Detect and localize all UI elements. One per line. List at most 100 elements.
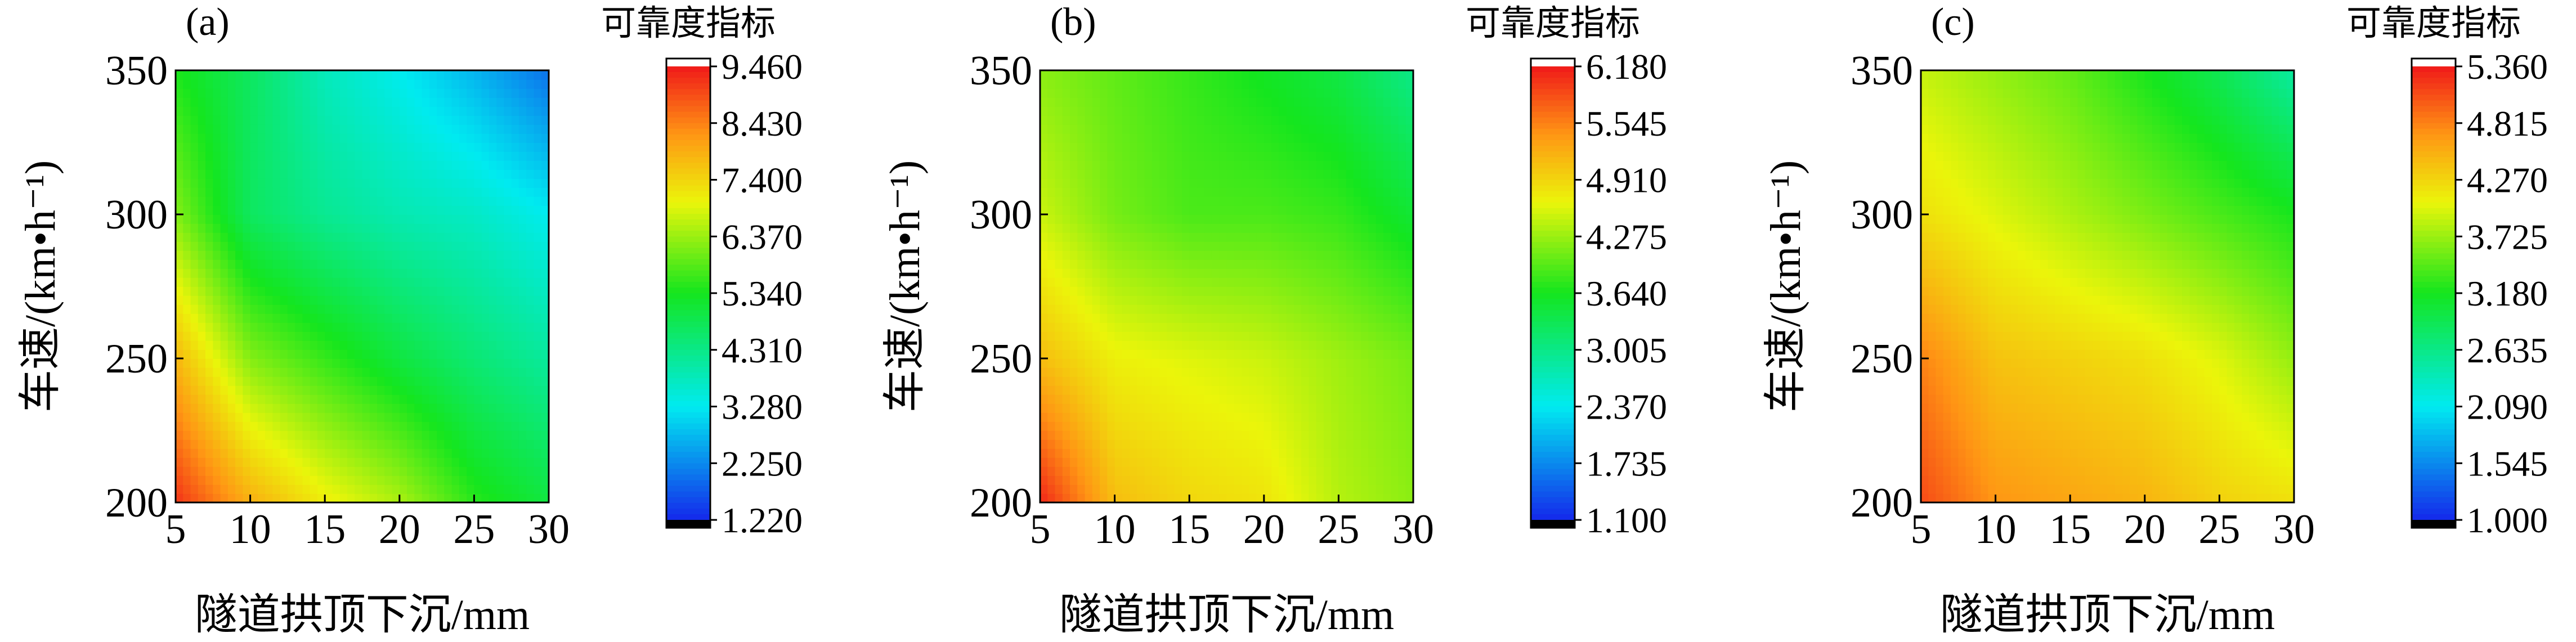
heatmap-cell xyxy=(1159,358,1168,368)
heatmap-cell xyxy=(1159,268,1168,278)
heatmap-cell xyxy=(1219,232,1227,242)
heatmap-cell xyxy=(339,97,348,107)
heatmap-cell xyxy=(198,403,206,413)
heatmap-cell xyxy=(1085,466,1093,476)
heatmap-cell xyxy=(1122,70,1130,80)
heatmap-cell xyxy=(1383,115,1392,125)
heatmap-cell xyxy=(1159,124,1168,134)
heatmap-cell xyxy=(1368,448,1377,458)
heatmap-cell xyxy=(511,259,519,269)
heatmap-cell xyxy=(1376,493,1384,503)
heatmap-cell xyxy=(377,133,386,143)
heatmap-cell xyxy=(1189,70,1198,80)
heatmap-cell xyxy=(1137,88,1145,98)
heatmap-cell xyxy=(1152,322,1160,332)
heatmap-cell xyxy=(1062,358,1070,368)
heatmap-cell xyxy=(422,160,430,170)
heatmap-cell xyxy=(1391,241,1399,251)
heatmap-cell xyxy=(392,187,400,197)
heatmap-cell xyxy=(1286,493,1294,503)
heatmap-cell xyxy=(1234,313,1242,323)
heatmap-cell xyxy=(257,259,266,269)
heatmap-cell xyxy=(302,97,311,107)
heatmap-cell xyxy=(339,268,348,278)
heatmap-cell xyxy=(1144,196,1153,206)
heatmap-cell xyxy=(183,70,191,80)
heatmap-cell xyxy=(1137,358,1145,368)
heatmap-cell xyxy=(1114,367,1123,377)
heatmap-cell xyxy=(1242,322,1250,332)
heatmap-cell xyxy=(1391,385,1399,395)
heatmap-cell xyxy=(1189,475,1198,485)
heatmap-cell xyxy=(205,367,214,377)
heatmap-cell xyxy=(265,169,274,179)
heatmap-cell xyxy=(287,358,295,368)
heatmap-cell xyxy=(392,286,400,296)
heatmap-cell xyxy=(1047,151,1056,161)
heatmap-cell xyxy=(474,313,482,323)
heatmap-cell xyxy=(1271,484,1280,494)
heatmap-cell xyxy=(1271,205,1280,215)
heatmap-cell xyxy=(1211,277,1220,287)
y-tick-label: 350 xyxy=(105,48,168,94)
heatmap-cell xyxy=(1137,448,1145,458)
heatmap-cell xyxy=(176,421,184,431)
heatmap-cell xyxy=(250,349,258,359)
heatmap-cell xyxy=(1100,484,1108,494)
heatmap-cell xyxy=(1361,259,1369,269)
heatmap-cell xyxy=(265,475,274,485)
heatmap-cell xyxy=(257,70,266,80)
heatmap-cell xyxy=(1159,205,1168,215)
heatmap-cell xyxy=(1405,295,1414,305)
heatmap-cell xyxy=(1211,439,1220,449)
heatmap-cell xyxy=(213,286,221,296)
heatmap-cell xyxy=(295,430,303,440)
heatmap-cell xyxy=(1122,115,1130,125)
heatmap-cell xyxy=(1376,88,1384,98)
heatmap-cell xyxy=(1085,259,1093,269)
heatmap-cell xyxy=(1293,79,1302,89)
colorbar-band xyxy=(666,89,710,96)
heatmap-cell xyxy=(1077,277,1086,287)
heatmap-cell xyxy=(474,124,482,134)
heatmap-cell xyxy=(1264,124,1272,134)
heatmap-cell xyxy=(1122,457,1130,467)
heatmap-cell xyxy=(220,340,229,350)
heatmap-cell xyxy=(1242,385,1250,395)
heatmap-cell xyxy=(1219,115,1227,125)
heatmap-cell xyxy=(369,286,378,296)
heatmap-cell xyxy=(534,286,542,296)
heatmap-cell xyxy=(1234,88,1242,98)
heatmap-cell xyxy=(332,376,341,386)
heatmap-cell xyxy=(310,277,318,287)
heatmap-cell xyxy=(414,115,423,125)
heatmap-cell xyxy=(1159,349,1168,359)
colorbar-over-swatch xyxy=(666,59,710,66)
colorbar-band xyxy=(666,480,710,487)
heatmap-cell xyxy=(1070,322,1078,332)
heatmap-cell xyxy=(1144,133,1153,143)
heatmap-cell xyxy=(369,214,378,224)
heatmap-cell xyxy=(1309,412,1317,422)
heatmap-cell xyxy=(392,169,400,179)
heatmap-cell xyxy=(310,205,318,215)
heatmap-cell xyxy=(1211,493,1220,503)
heatmap-cell xyxy=(317,439,325,449)
heatmap-cell xyxy=(325,178,333,188)
heatmap-cell xyxy=(362,295,370,305)
heatmap-cell xyxy=(1242,178,1250,188)
heatmap-cell xyxy=(1077,484,1086,494)
heatmap-cell xyxy=(1226,259,1235,269)
heatmap-cell xyxy=(1114,133,1123,143)
heatmap-cell xyxy=(1226,232,1235,242)
heatmap-cell xyxy=(1100,385,1108,395)
heatmap-cell xyxy=(347,358,356,368)
colorbar-band xyxy=(666,378,710,385)
heatmap-cell xyxy=(302,250,311,260)
heatmap-cell xyxy=(481,322,490,332)
heatmap-cell xyxy=(1368,403,1377,413)
heatmap-cell xyxy=(1144,259,1153,269)
heatmap-cell xyxy=(422,286,430,296)
heatmap-cell xyxy=(459,277,467,287)
heatmap-cell xyxy=(1040,367,1049,377)
